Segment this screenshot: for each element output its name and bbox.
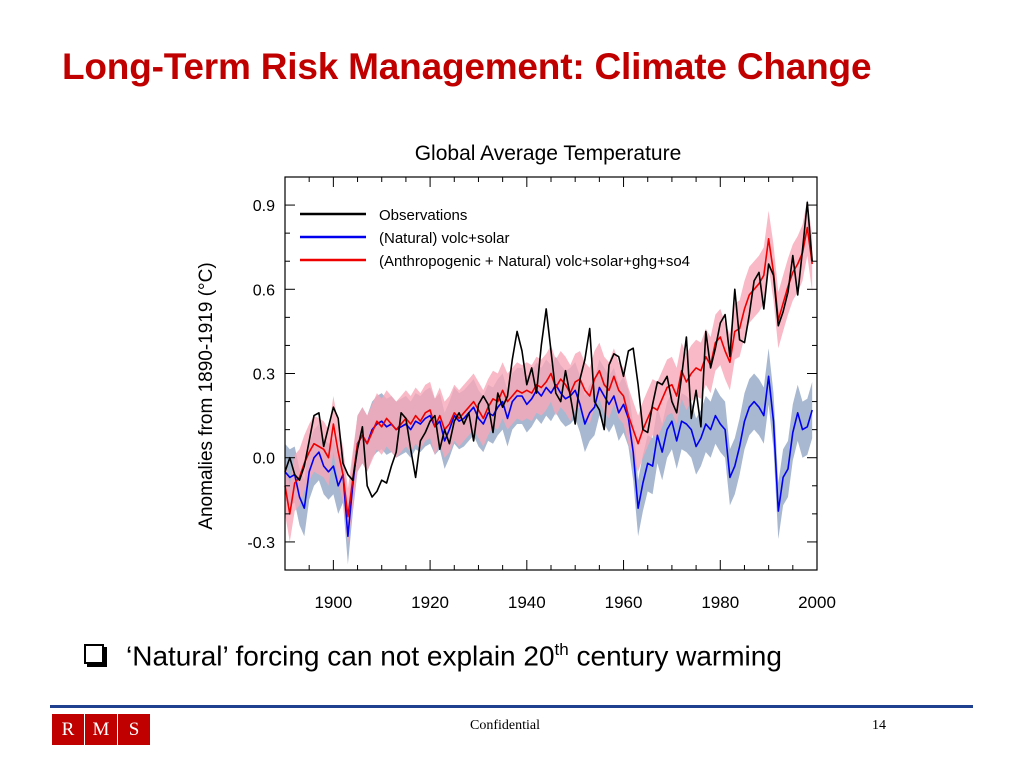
bullet-superscript: th	[554, 640, 569, 659]
y-tick-label: 0.3	[253, 367, 275, 384]
y-tick-label: 0.9	[253, 198, 275, 215]
x-tick-label: 1920	[411, 593, 449, 612]
bullet-text: ‘Natural’ forcing can not explain 20	[126, 640, 555, 672]
logo-letter-s: S	[118, 714, 150, 745]
logo-letter-r: R	[52, 714, 85, 745]
x-tick-label: 1940	[508, 593, 546, 612]
y-axis-label: Anomalies from 1890-1919 (°C)	[196, 262, 217, 529]
x-tick-label: 1980	[701, 593, 739, 612]
y-tick-label: 0.0	[253, 451, 275, 468]
footer-divider	[50, 705, 973, 708]
legend-label-natural: (Natural) volc+solar	[379, 230, 509, 247]
checkbox-bullet-icon	[84, 644, 104, 665]
uncertainty-bands	[285, 199, 813, 565]
rms-logo: R M S	[52, 714, 150, 745]
page-number: 14	[872, 718, 886, 733]
temperature-chart: Global Average Temperature Anomalies fro…	[196, 142, 836, 612]
axes: -0.3 0.0 0.3 0.6 0.9 1900 1920 1940 1960 1980 2000	[247, 177, 836, 612]
legend: Observations (Natural) volc+solar (Anthr…	[300, 207, 690, 270]
legend-label-anthropogenic: (Anthropogenic + Natural) volc+solar+ghg…	[379, 253, 690, 270]
line-anthropogenic	[284, 226, 813, 518]
chart-title: Global Average Temperature	[415, 142, 682, 165]
x-tick-label: 2000	[798, 593, 836, 612]
logo-letter-m: M	[85, 714, 118, 745]
slide-title: Long-Term Risk Management: Climate Chang…	[62, 46, 872, 87]
band-anthropogenic	[285, 199, 813, 545]
y-tick-label: 0.6	[253, 282, 275, 299]
x-tick-label: 1960	[605, 593, 643, 612]
line-observations	[284, 201, 813, 498]
y-tick-label: -0.3	[247, 535, 275, 552]
bullet-text-end: century warming	[568, 640, 782, 672]
bullet-point: ‘Natural’ forcing can not explain 20th c…	[84, 640, 782, 672]
confidential-label: Confidential	[470, 718, 540, 733]
x-tick-label: 1900	[314, 593, 352, 612]
series-lines	[284, 201, 813, 538]
legend-label-observations: Observations	[379, 207, 467, 224]
